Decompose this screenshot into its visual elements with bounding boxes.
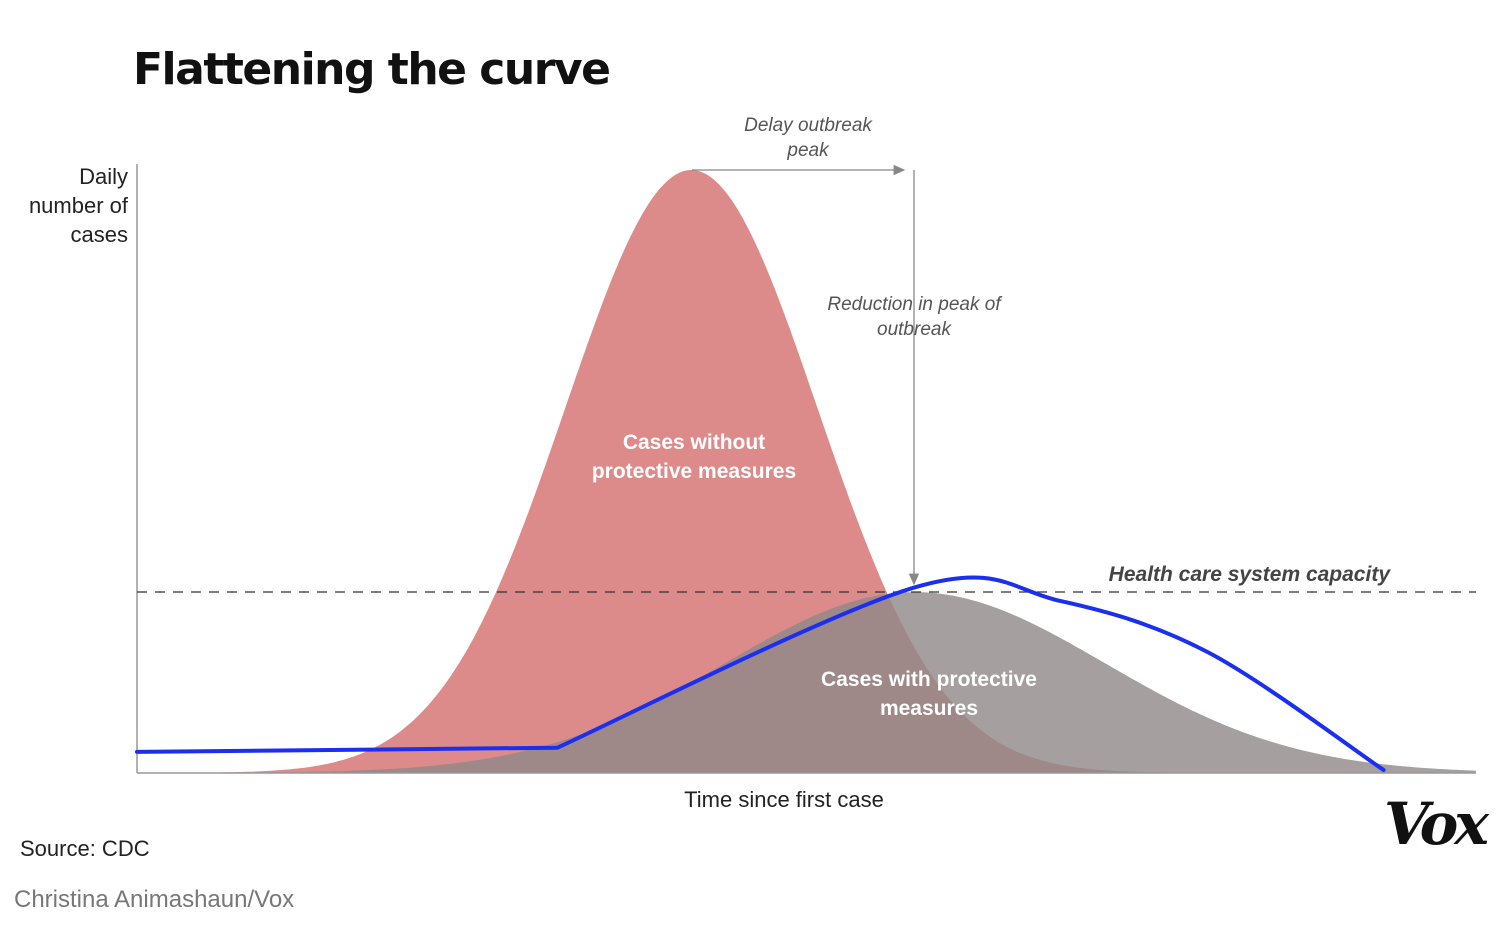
area-without-measures bbox=[137, 170, 1476, 773]
area-with-measures bbox=[137, 592, 1476, 773]
chart-title: Flattening the curve bbox=[133, 44, 611, 95]
delay-annotation: Delay outbreak peak bbox=[744, 115, 873, 161]
series-label-with-measures: Cases with protective measures bbox=[821, 668, 1037, 720]
reduction-annotation: Reduction in peak of outbreak bbox=[827, 294, 1002, 340]
capacity-label: Health care system capacity bbox=[1109, 563, 1392, 586]
capacity-curve-line bbox=[135, 575, 1386, 772]
y-axis-label: Daily number of cases bbox=[28, 164, 128, 247]
x-axis-label: Time since first case bbox=[684, 787, 884, 812]
credit-line: Christina Animashaun/Vox bbox=[14, 886, 295, 913]
vox-logo: Vox bbox=[1384, 790, 1489, 858]
series-label-without-measures: Cases without protective measures bbox=[592, 431, 796, 483]
source-note: Source: CDC bbox=[20, 836, 150, 861]
